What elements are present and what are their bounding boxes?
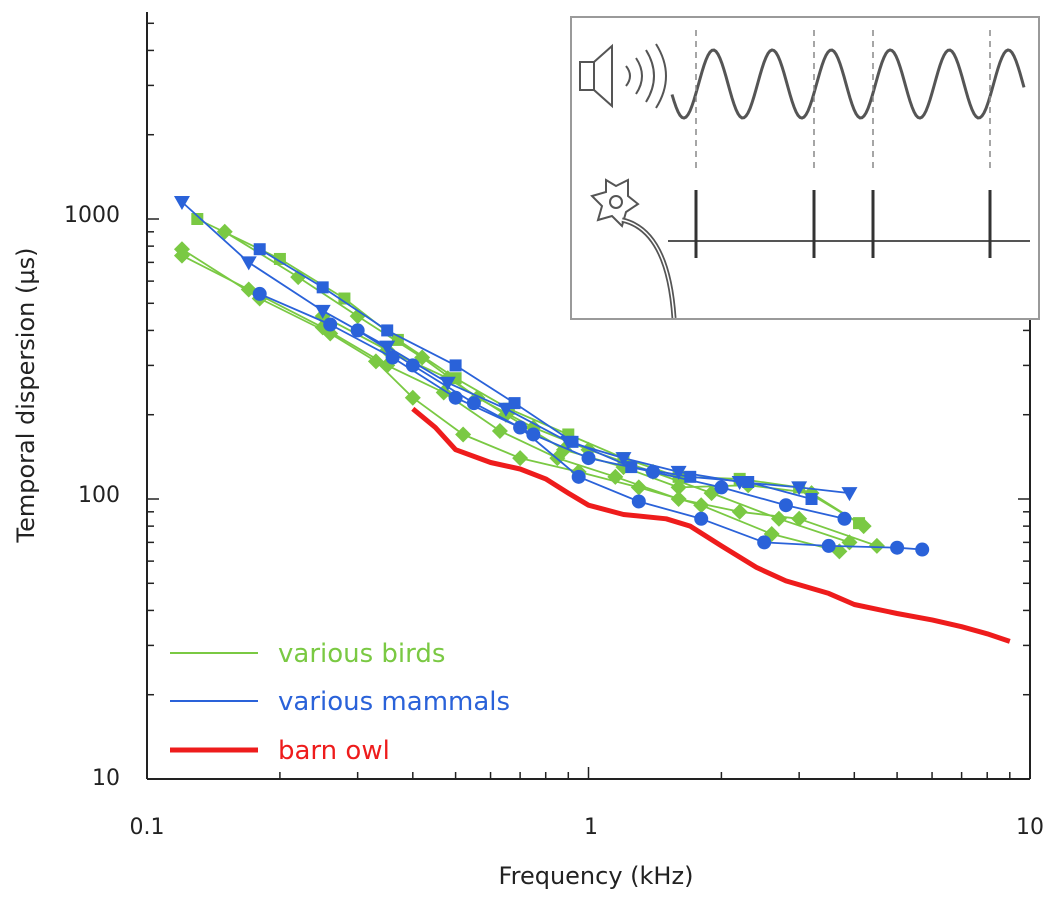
data-point-birds-3-5: [491, 422, 508, 439]
data-point-birds-4-9: [855, 518, 872, 535]
data-point-mammals-5-4: [439, 376, 456, 391]
data-point-mammals-7-7: [694, 511, 709, 526]
data-point-birds-2-9: [770, 510, 787, 527]
series-line-mammals-7: [259, 293, 923, 551]
data-point-birds-2-0: [216, 223, 233, 240]
data-point-mammals-6-9: [805, 493, 818, 505]
series-line-birds-4: [322, 315, 865, 527]
data-point-birds-4-6: [670, 479, 687, 496]
data-point-mammals-5-3: [379, 340, 396, 355]
data-point-mammals-8-5: [646, 464, 661, 479]
neuron-icon: [590, 178, 677, 319]
data-point-mammals-5-2: [314, 304, 331, 319]
tick-labels: 0.1 1 10 10 100 1000: [64, 203, 1044, 840]
series-line-birds-3: [181, 254, 878, 547]
data-point-birds-1-1: [273, 252, 286, 265]
data-point-mammals-8-1: [405, 358, 420, 373]
data-point-mammals-7-8: [757, 535, 772, 550]
x-tick-label-0: 0.1: [130, 815, 165, 840]
data-point-mammals-6-5: [566, 435, 579, 448]
series-layer: [173, 196, 1011, 644]
data-point-birds-2-1: [290, 269, 307, 286]
x-axis-title: Frequency (kHz): [499, 862, 694, 890]
y-tick-label-2: 1000: [64, 203, 120, 228]
data-point-mammals-8-4: [581, 451, 596, 466]
data-point-birds-3-11: [868, 537, 885, 554]
y-tick-label-1: 100: [78, 483, 120, 508]
data-point-birds-3-8: [670, 491, 687, 507]
data-point-mammals-8-3: [526, 427, 541, 442]
axis-ticks: [146, 22, 1031, 780]
x-tick-label-1: 1: [584, 815, 598, 840]
data-point-birds-0-5: [455, 426, 472, 443]
data-point-mammals-7-1: [323, 317, 338, 332]
data-point-mammals-5-7: [615, 452, 632, 467]
data-point-mammals-8-8: [837, 511, 852, 526]
data-point-mammals-8-0: [350, 323, 365, 338]
data-point-birds-1-0: [191, 213, 204, 225]
legend: various birds various mammals barn owl: [170, 639, 510, 766]
legend-label-mammals: various mammals: [278, 687, 510, 717]
data-point-mammals-7-10: [890, 540, 905, 555]
data-point-mammals-8-2: [466, 396, 481, 411]
sound-wave: [670, 48, 1026, 120]
data-point-mammals-6-3: [449, 359, 462, 372]
phase-markers: [695, 30, 991, 170]
data-point-mammals-7-11: [915, 542, 930, 557]
data-point-mammals-5-1: [240, 256, 257, 271]
data-point-birds-2-2: [349, 308, 366, 325]
speaker-icon: [579, 43, 667, 109]
data-point-birds-0-9: [693, 497, 710, 514]
data-point-mammals-7-9: [821, 538, 836, 553]
spike-train: [694, 190, 992, 258]
data-point-mammals-7-0: [252, 286, 267, 301]
series-line-owl-9: [411, 406, 1011, 644]
data-point-mammals-8-7: [778, 498, 793, 513]
data-point-mammals-5-0: [173, 196, 190, 211]
series-line-mammals-6: [259, 248, 812, 500]
inset-frame: [570, 16, 1040, 320]
data-point-mammals-7-5: [571, 469, 586, 484]
data-point-mammals-6-0: [253, 243, 266, 256]
x-tick-label-2: 10: [1016, 815, 1044, 840]
y-axis-title: Temporal dispersion (µs): [12, 248, 40, 544]
data-point-mammals-6-2: [381, 324, 394, 337]
data-point-mammals-6-4: [508, 397, 521, 410]
legend-label-owl: barn owl: [278, 736, 390, 766]
data-point-birds-1-2: [338, 292, 351, 305]
data-point-birds-3-10: [791, 510, 808, 527]
data-point-birds-3-7: [607, 468, 624, 485]
inset-phase-locking-illustration: [570, 16, 1040, 320]
y-tick-label-0: 10: [92, 766, 120, 791]
data-point-birds-3-0: [173, 247, 190, 264]
data-point-birds-3-9: [731, 503, 748, 520]
data-point-mammals-6-1: [316, 281, 329, 294]
data-point-birds-0-6: [512, 450, 529, 467]
data-point-mammals-8-6: [714, 480, 729, 495]
data-point-birds-0-4: [404, 389, 421, 406]
data-point-mammals-5-8: [670, 465, 687, 480]
data-point-mammals-5-11: [841, 487, 858, 502]
data-point-mammals-5-10: [791, 481, 808, 496]
data-point-mammals-6-8: [742, 476, 755, 489]
data-point-mammals-7-6: [631, 494, 646, 509]
legend-label-birds: various birds: [278, 639, 445, 669]
